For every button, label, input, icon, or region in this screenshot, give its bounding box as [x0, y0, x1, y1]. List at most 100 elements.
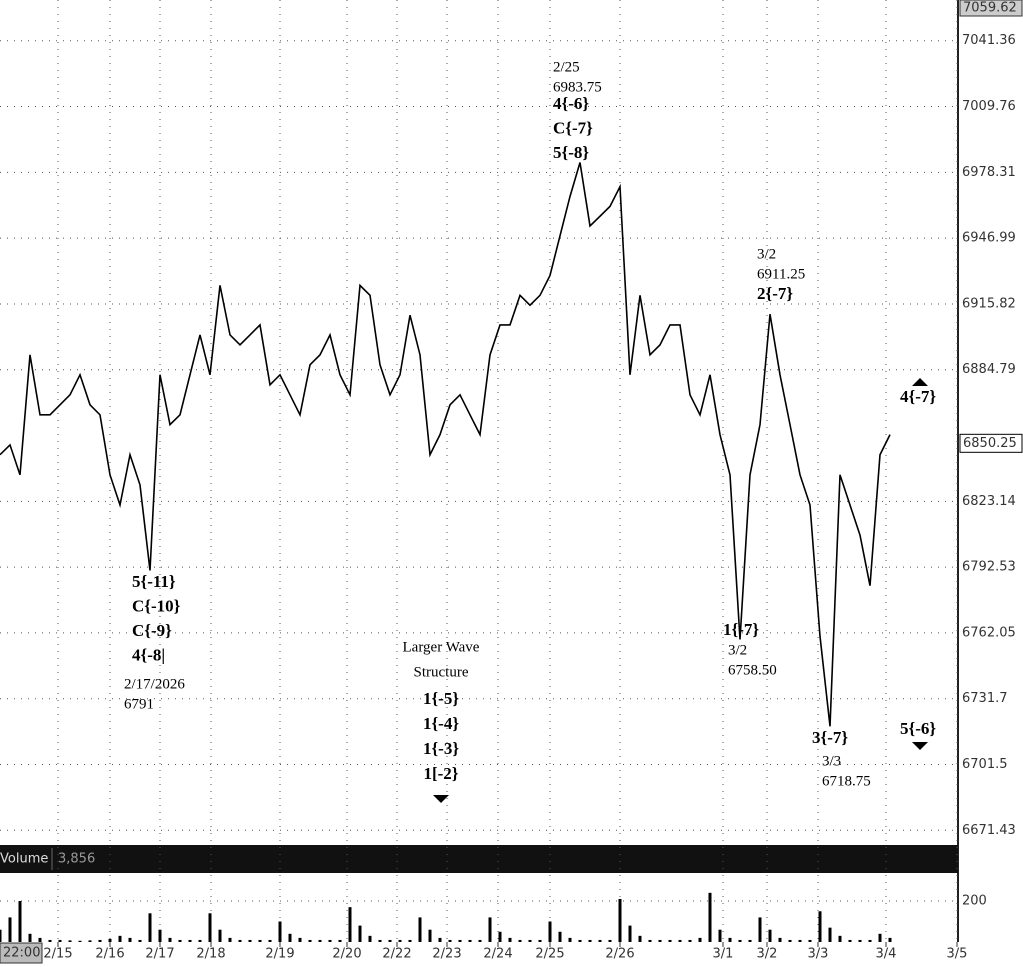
volume-bar	[298, 937, 302, 942]
volume-bar	[508, 937, 512, 942]
volume-bar	[588, 939, 592, 942]
volume-bar	[578, 939, 582, 942]
wave-label: 5{-8}	[553, 143, 589, 162]
volume-bar	[718, 929, 722, 942]
volume-bar	[318, 939, 322, 942]
volume-bar	[268, 939, 272, 942]
x-tick-label: 2/23	[432, 947, 461, 962]
wave-label: 4{-7}	[900, 387, 936, 406]
volume-bar	[758, 917, 762, 942]
x-tick-label: 2/24	[483, 947, 512, 962]
volume-bar	[648, 939, 652, 942]
y-tick-label: 6701.5	[962, 757, 1008, 772]
volume-bar	[628, 925, 632, 942]
wave-label: 3{-7}	[812, 728, 848, 747]
y-tick-label: 6823.14	[962, 494, 1016, 509]
volume-bar	[198, 939, 202, 942]
wave-label: 4{-8|	[132, 645, 165, 664]
volume-bar	[748, 939, 752, 942]
volume-bar	[608, 939, 612, 942]
volume-bar	[528, 939, 532, 942]
volume-bar	[568, 937, 572, 942]
annotation-note: 6911.25	[757, 266, 805, 282]
y-tick-label: 7009.76	[962, 99, 1016, 114]
volume-bar	[418, 917, 422, 942]
volume-bar	[338, 939, 342, 942]
volume-bar	[728, 937, 732, 942]
volume-bar	[548, 921, 552, 942]
volume-bar	[308, 939, 312, 942]
volume-bar	[378, 939, 382, 942]
volume-bar	[688, 939, 692, 942]
volume-bar	[188, 939, 192, 942]
x-tick-label: 2/19	[265, 947, 294, 962]
wave-label: 5{-6}	[900, 719, 936, 738]
volume-bar	[458, 939, 462, 942]
volume-current: 3,856	[58, 852, 95, 867]
annotation-note: 2/17/2026	[124, 676, 185, 692]
volume-bar	[208, 913, 212, 942]
volume-bar	[328, 939, 332, 942]
price-tag	[959, 433, 1023, 453]
volume-bar	[668, 939, 672, 942]
annotation-note: 3/3	[822, 753, 841, 769]
volume-bar	[68, 940, 72, 942]
volume-bar	[708, 892, 712, 942]
volume-bar	[118, 935, 122, 942]
y-tick-label: 7041.36	[962, 33, 1016, 48]
volume-bar	[498, 931, 502, 942]
x-tick-label: 2/16	[95, 947, 124, 962]
wave-label: 1[-2}	[423, 764, 458, 783]
price-tag-label: 6850.25	[963, 436, 1017, 451]
volume-bar	[78, 940, 82, 942]
volume-bar	[178, 939, 182, 942]
volume-bar	[18, 901, 22, 942]
volume-bar	[598, 939, 602, 942]
volume-bar	[88, 940, 92, 942]
annotation-note: 3/2	[728, 642, 747, 658]
y-tick-label: 6946.99	[962, 231, 1016, 246]
volume-bar	[358, 925, 362, 942]
y-tick-label: 6792.53	[962, 560, 1016, 575]
annotation-note: Larger Wave	[403, 639, 480, 655]
x-tick-label: 3/1	[713, 947, 734, 962]
x-tick-label: 3/5	[947, 947, 968, 962]
volume-bar	[788, 939, 792, 942]
wave-label: 2{-7}	[757, 284, 793, 303]
wave-label: 1{-7}	[723, 620, 759, 639]
arrow-down	[433, 795, 449, 803]
volume-bar	[738, 939, 742, 942]
annotation-note: 3/2	[757, 246, 776, 262]
volume-bar	[428, 929, 432, 942]
x-tick-label: 2/26	[605, 947, 634, 962]
volume-bar	[48, 939, 52, 942]
x-tick-label: 2/22	[382, 947, 411, 962]
volume-bar	[538, 939, 542, 942]
volume-bar	[278, 921, 282, 942]
wave-label: 1{-5}	[423, 689, 459, 708]
x-tick-label: 2/18	[196, 947, 225, 962]
volume-bar	[108, 938, 112, 942]
wave-label: 5{-11}	[132, 572, 176, 591]
volume-bar	[8, 917, 12, 942]
volume-bar	[798, 939, 802, 942]
volume-bar	[58, 939, 62, 942]
x-tick-label: 2/15	[43, 947, 72, 962]
volume-bar	[868, 939, 872, 942]
volume-bar	[638, 935, 642, 942]
volume-bar	[888, 937, 892, 942]
volume-bar	[858, 939, 862, 942]
x-tick-label: 3/3	[808, 947, 829, 962]
time-tag	[0, 942, 43, 964]
volume-bar	[618, 898, 622, 942]
y-tick-label: 6731.7	[962, 691, 1008, 706]
y-tick-label: 6762.05	[962, 625, 1016, 640]
x-tick-label: 3/4	[876, 947, 897, 962]
volume-bar	[408, 939, 412, 942]
volume-bar	[848, 939, 852, 942]
annotation-note: Structure	[414, 664, 469, 680]
volume-bar	[448, 939, 452, 942]
volume-bar	[878, 933, 882, 942]
volume-bar	[98, 939, 102, 942]
